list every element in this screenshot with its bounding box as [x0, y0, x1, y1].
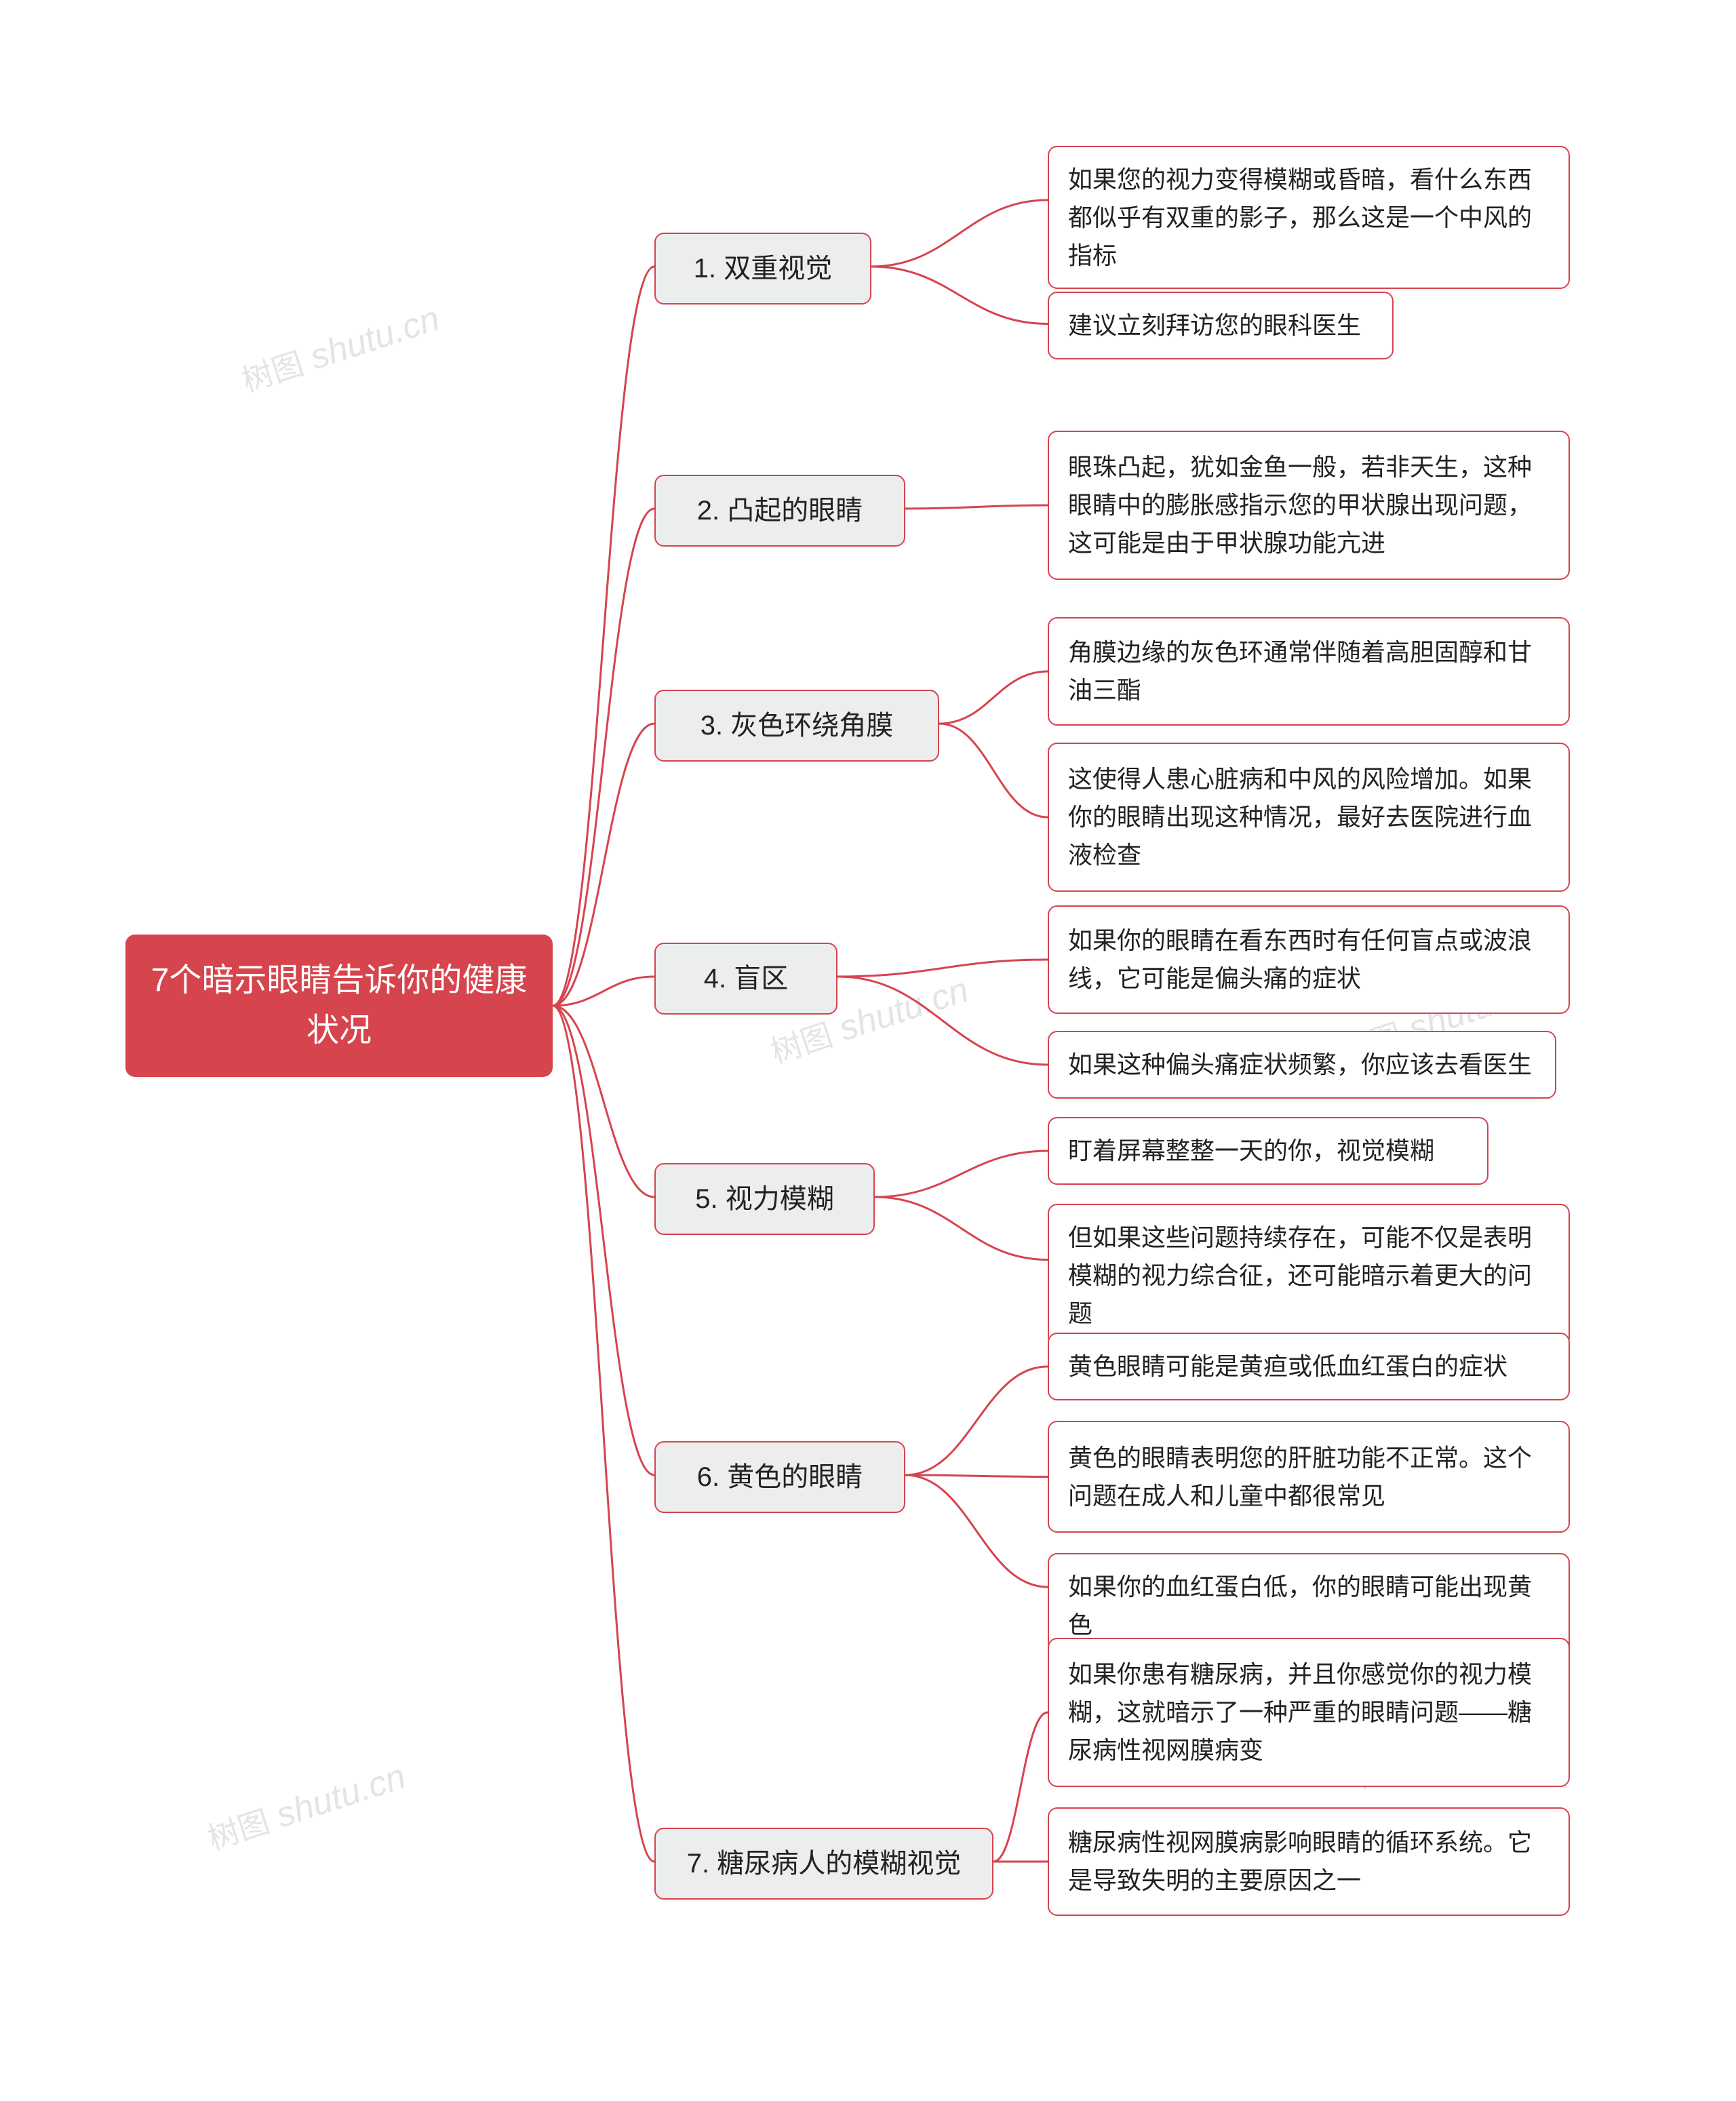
branch-2: 2. 凸起的眼睛 — [654, 475, 905, 547]
watermark: 树图 shutu.cn — [201, 1753, 411, 1859]
leaf-1b: 建议立刻拜访您的眼科医生 — [1048, 292, 1394, 359]
branch-3: 3. 灰色环绕角膜 — [654, 690, 939, 762]
leaf-4b: 如果这种偏头痛症状频繁，你应该去看医生 — [1048, 1031, 1556, 1099]
leaf-3a: 角膜边缘的灰色环通常伴随着高胆固醇和甘油三酯 — [1048, 617, 1570, 726]
leaf-5a: 盯着屏幕整整一天的你，视觉模糊 — [1048, 1117, 1488, 1185]
leaf-2a: 眼珠凸起，犹如金鱼一般，若非天生，这种眼睛中的膨胀感指示您的甲状腺出现问题，这可… — [1048, 431, 1570, 580]
leaf-3b: 这使得人患心脏病和中风的风险增加。如果你的眼睛出现这种情况，最好去医院进行血液检… — [1048, 743, 1570, 892]
leaf-4a: 如果你的眼睛在看东西时有任何盲点或波浪线，它可能是偏头痛的症状 — [1048, 905, 1570, 1014]
branch-1: 1. 双重视觉 — [654, 233, 871, 305]
leaf-7a: 如果你患有糖尿病，并且你感觉你的视力模糊，这就暗示了一种严重的眼睛问题——糖尿病… — [1048, 1638, 1570, 1787]
leaf-6a: 黄色眼睛可能是黄疸或低血红蛋白的症状 — [1048, 1333, 1570, 1400]
leaf-7b: 糖尿病性视网膜病影响眼睛的循环系统。它是导致失明的主要原因之一 — [1048, 1807, 1570, 1916]
leaf-6b: 黄色的眼睛表明您的肝脏功能不正常。这个问题在成人和儿童中都很常见 — [1048, 1421, 1570, 1533]
branch-4: 4. 盲区 — [654, 943, 837, 1015]
mindmap-root: 7个暗示眼睛告诉你的健康状况 — [125, 935, 553, 1077]
leaf-5b: 但如果这些问题持续存在，可能不仅是表明模糊的视力综合征，还可能暗示着更大的问题 — [1048, 1204, 1570, 1347]
leaf-1a: 如果您的视力变得模糊或昏暗，看什么东西都似乎有双重的影子，那么这是一个中风的指标 — [1048, 146, 1570, 289]
branch-6: 6. 黄色的眼睛 — [654, 1441, 905, 1513]
branch-7: 7. 糖尿病人的模糊视觉 — [654, 1828, 993, 1900]
branch-5: 5. 视力模糊 — [654, 1163, 875, 1235]
watermark: 树图 shutu.cn — [235, 295, 445, 401]
